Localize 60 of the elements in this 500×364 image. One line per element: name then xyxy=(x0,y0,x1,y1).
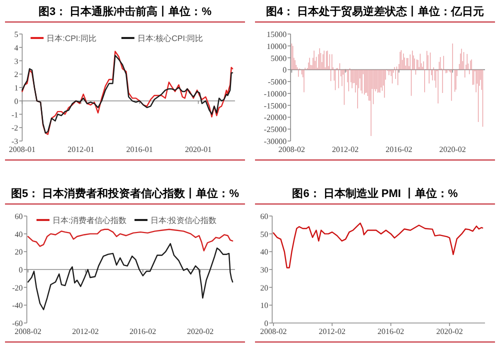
y-tick-label: 0 xyxy=(14,96,18,106)
chart-title: 图4： 日本处于贸易逆差状态丨单位：亿日元 xyxy=(266,5,484,18)
y-tick-label: -1 xyxy=(12,110,18,120)
y-tick-label: -25000 xyxy=(264,125,287,134)
x-tick-label: 2020-02 xyxy=(186,327,214,336)
y-tick-label: -3 xyxy=(12,137,18,146)
y-tick-label: -20000 xyxy=(264,113,287,122)
y-tick-label: 3 xyxy=(14,56,18,66)
y-tick-label: -60 xyxy=(12,319,23,328)
y-tick-label: -10000 xyxy=(264,89,287,98)
y-tick-label: 5000 xyxy=(270,54,287,63)
y-tick-label: -15000 xyxy=(264,101,287,110)
y-tick-label: 50 xyxy=(260,230,268,239)
x-tick-label: 2016-02 xyxy=(386,145,412,154)
x-tick-label: 2020-01 xyxy=(184,145,212,154)
y-tick-label: 10000 xyxy=(266,42,287,51)
x-tick-label: 2008-02 xyxy=(260,327,287,336)
y-tick-label: 20 xyxy=(260,283,268,292)
y-tick-label: 0 xyxy=(18,266,23,274)
chart-title: 图5： 日本消费者和投资者信心指数丨单位：% xyxy=(11,187,240,200)
y-tick-label: -30000 xyxy=(264,137,287,146)
y-tick-label: 4 xyxy=(14,43,18,52)
y-tick-label: 1 xyxy=(14,84,18,92)
line-series xyxy=(27,243,234,310)
y-tick-label: 0 xyxy=(264,319,268,328)
legend-label: 日本:投资信心指数 xyxy=(150,216,217,225)
x-tick-label: 2012-01 xyxy=(68,145,94,154)
y-tick-label: 30 xyxy=(260,266,268,274)
x-tick-label: 2012-02 xyxy=(332,145,359,154)
line-series xyxy=(272,222,484,268)
x-tick-label: 2008-02 xyxy=(278,145,306,154)
y-tick-label: -2 xyxy=(12,124,18,133)
x-tick-label: 2008-02 xyxy=(14,327,42,336)
line-series xyxy=(27,228,234,252)
y-tick-label: -5000 xyxy=(268,78,287,87)
y-tick-label: 20 xyxy=(14,248,23,257)
y-tick-label: -40 xyxy=(12,301,23,310)
y-tick-label: 15000 xyxy=(266,30,287,39)
y-tick-label: 5 xyxy=(14,30,18,39)
x-tick-label: 2020-02 xyxy=(439,145,466,154)
x-tick-label: 2012-02 xyxy=(318,327,346,336)
y-tick-label: -20 xyxy=(12,283,23,292)
y-tick-label: 10 xyxy=(260,301,268,310)
x-tick-label: 2012-02 xyxy=(72,327,99,336)
y-tick-label: 40 xyxy=(14,230,23,239)
legend-label: 日本:消费者信心指数 xyxy=(52,216,127,225)
x-tick-label: 2016-02 xyxy=(130,327,156,336)
y-tick-label: 60 xyxy=(14,212,23,221)
x-tick-label: 2020-02 xyxy=(436,327,463,336)
x-tick-label: 2016-02 xyxy=(377,327,404,336)
chart-title: 图3： 日本通胀冲击前高丨单位：% xyxy=(38,5,212,18)
chart-title: 图6： 日本制造业 PMI 丨单位：% xyxy=(292,187,458,200)
y-tick-label: 2 xyxy=(14,70,18,80)
y-tick-label: 0 xyxy=(282,66,287,75)
y-tick-label: 60 xyxy=(260,212,268,221)
legend-label: 日本:核心CPI:同比 xyxy=(137,34,204,43)
x-tick-label: 2008-01 xyxy=(8,145,36,154)
legend-label: 日本:CPI:同比 xyxy=(46,34,96,43)
x-tick-label: 2016-01 xyxy=(126,145,153,154)
y-tick-label: 40 xyxy=(260,248,268,257)
